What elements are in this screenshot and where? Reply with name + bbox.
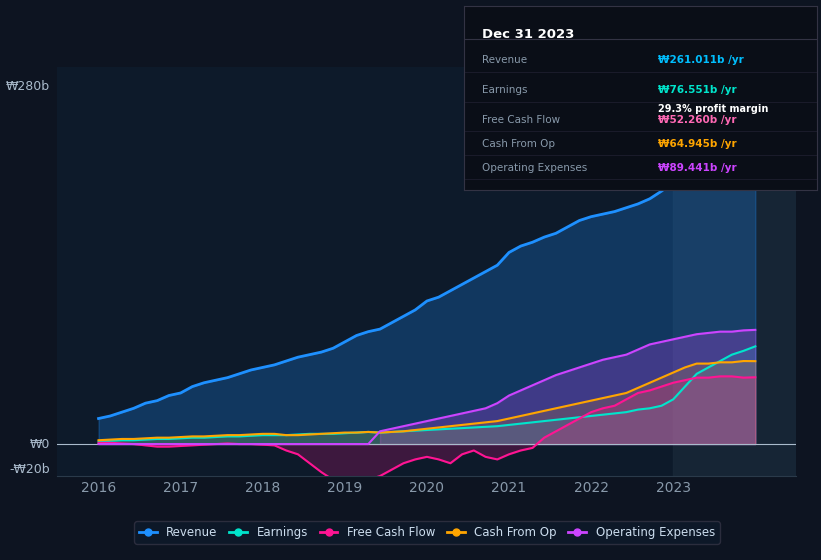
Text: Cash From Op: Cash From Op xyxy=(481,139,554,148)
Bar xyxy=(673,67,796,476)
Text: ₩64.945b /yr: ₩64.945b /yr xyxy=(658,139,736,148)
Text: -₩20b: -₩20b xyxy=(10,463,50,476)
Text: Free Cash Flow: Free Cash Flow xyxy=(481,115,560,125)
Legend: Revenue, Earnings, Free Cash Flow, Cash From Op, Operating Expenses: Revenue, Earnings, Free Cash Flow, Cash … xyxy=(135,521,719,544)
Text: ₩261.011b /yr: ₩261.011b /yr xyxy=(658,55,744,66)
Text: ₩0: ₩0 xyxy=(30,437,50,451)
Text: ₩280b: ₩280b xyxy=(6,80,50,93)
Text: Dec 31 2023: Dec 31 2023 xyxy=(481,28,574,41)
Text: Operating Expenses: Operating Expenses xyxy=(481,162,587,172)
Text: 29.3% profit margin: 29.3% profit margin xyxy=(658,104,768,114)
Text: ₩76.551b /yr: ₩76.551b /yr xyxy=(658,85,736,95)
Text: Earnings: Earnings xyxy=(481,85,527,95)
Text: Revenue: Revenue xyxy=(481,55,526,66)
Text: ₩89.441b /yr: ₩89.441b /yr xyxy=(658,162,736,172)
Text: ₩52.260b /yr: ₩52.260b /yr xyxy=(658,115,736,125)
